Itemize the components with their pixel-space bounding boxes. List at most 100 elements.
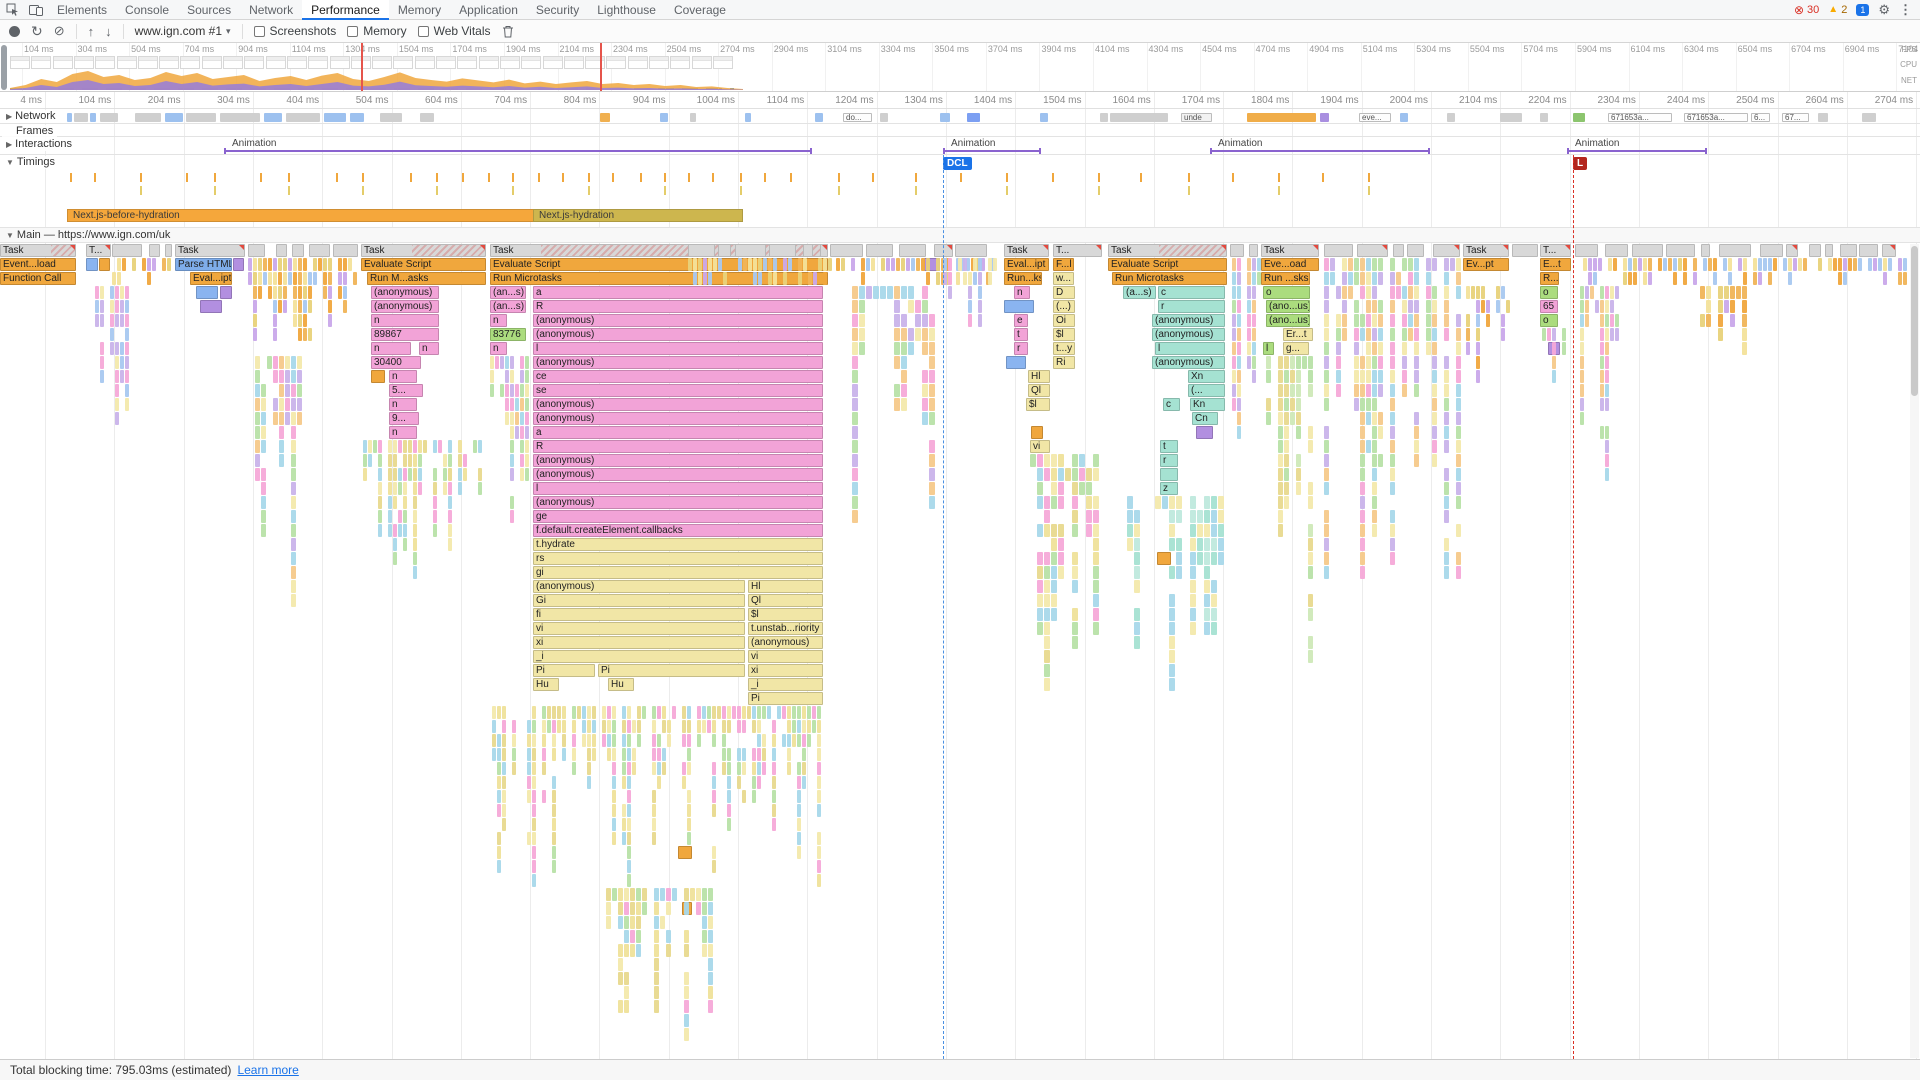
flame-strip[interactable] (261, 496, 266, 509)
flame-strip[interactable] (1583, 258, 1587, 271)
main-track-label[interactable]: ▼ Main — https://www.ign.com/uk (2, 229, 174, 242)
flame-strip[interactable] (1718, 314, 1723, 327)
flame-strip[interactable] (1354, 258, 1359, 271)
flame-strip[interactable] (836, 258, 840, 271)
flame-strip[interactable] (1402, 286, 1407, 299)
screenshot-thumbnail[interactable] (372, 56, 393, 69)
flame-strip[interactable] (1372, 300, 1377, 313)
flame-frame[interactable]: Task (1463, 244, 1509, 257)
flame-frame[interactable] (1882, 244, 1896, 257)
timing-tick[interactable] (1006, 186, 1008, 195)
flame-strip[interactable] (1643, 272, 1647, 285)
flame-strip[interactable] (1718, 328, 1723, 341)
flame-strip[interactable] (1758, 258, 1762, 271)
flame-frame[interactable]: Task (175, 244, 245, 257)
flame-strip[interactable] (1051, 524, 1057, 537)
flame-frame[interactable] (220, 286, 232, 299)
flame-strip[interactable] (378, 510, 382, 523)
flame-strip[interactable] (1051, 552, 1057, 565)
flame-strip[interactable] (1127, 524, 1133, 537)
flame-strip[interactable] (708, 916, 713, 929)
flame-strip[interactable] (120, 342, 124, 355)
flame-strip[interactable] (908, 328, 914, 341)
flame-strip[interactable] (1176, 496, 1182, 509)
flame-strip[interactable] (490, 356, 494, 369)
flame-strip[interactable] (110, 300, 114, 313)
flame-strip[interactable] (1030, 454, 1036, 467)
flame-strip[interactable] (1197, 552, 1203, 565)
flame-strip[interactable] (1308, 370, 1313, 383)
flame-strip[interactable] (1252, 356, 1256, 369)
flame-strip[interactable] (757, 720, 761, 733)
flame-strip[interactable] (1324, 314, 1329, 327)
flame-strip[interactable] (1284, 398, 1289, 411)
flame-strip[interactable] (1605, 454, 1609, 467)
flame-frame[interactable]: Eval...ipt (190, 272, 232, 285)
flame-strip[interactable] (802, 706, 806, 719)
flame-strip[interactable] (1044, 468, 1050, 481)
flame-strip[interactable] (110, 328, 114, 341)
flame-strip[interactable] (413, 440, 417, 453)
flame-strip[interactable] (1595, 300, 1599, 313)
flame-strip[interactable] (132, 258, 136, 271)
flame-strip[interactable] (95, 314, 99, 327)
flame-strip[interactable] (1372, 482, 1377, 495)
flame-strip[interactable] (908, 342, 914, 355)
flame-strip[interactable] (666, 888, 671, 901)
flame-strip[interactable] (587, 734, 591, 747)
flame-strip[interactable] (1444, 440, 1449, 453)
flame-strip[interactable] (255, 370, 260, 383)
screenshot-thumbnail[interactable] (95, 56, 116, 69)
flame-strip[interactable] (268, 258, 272, 271)
flame-strip[interactable] (520, 398, 524, 411)
flame-strip[interactable] (1706, 300, 1711, 313)
flame-strip[interactable] (120, 300, 124, 313)
flame-strip[interactable] (1134, 566, 1140, 579)
flame-strip[interactable] (968, 300, 972, 313)
flame-strip[interactable] (557, 720, 561, 733)
flame-strip[interactable] (273, 398, 278, 411)
flame-strip[interactable] (1372, 496, 1377, 509)
flame-strip[interactable] (757, 748, 761, 761)
flame-strip[interactable] (398, 440, 402, 453)
flame-strip[interactable] (582, 734, 586, 747)
flame-strip[interactable] (1086, 510, 1092, 523)
flame-strip[interactable] (1093, 496, 1099, 509)
flame-strip[interactable] (253, 328, 257, 341)
flame-strip[interactable] (1190, 552, 1196, 565)
flame-frame[interactable] (1157, 552, 1171, 565)
flame-frame[interactable]: (anonymous) (1152, 356, 1225, 369)
flame-strip[interactable] (110, 286, 114, 299)
screenshot-thumbnail[interactable] (286, 56, 307, 69)
flame-strip[interactable] (1037, 524, 1043, 537)
flame-strip[interactable] (1456, 412, 1461, 425)
flame-strip[interactable] (393, 538, 397, 551)
flame-strip[interactable] (880, 286, 886, 299)
flame-strip[interactable] (255, 398, 260, 411)
flame-strip[interactable] (328, 286, 332, 299)
flame-strip[interactable] (624, 888, 629, 901)
flame-strip[interactable] (1456, 566, 1461, 579)
network-request-bar[interactable] (815, 113, 823, 122)
flame-strip[interactable] (343, 286, 347, 299)
flame-strip[interactable] (1324, 538, 1329, 551)
flame-strip[interactable] (1051, 538, 1057, 551)
flame-strip[interactable] (737, 748, 741, 761)
flame-strip[interactable] (490, 384, 494, 397)
flame-strip[interactable] (142, 258, 146, 271)
flame-strip[interactable] (1211, 580, 1217, 593)
flame-strip[interactable] (1252, 328, 1256, 341)
flame-strip[interactable] (654, 972, 659, 985)
flame-strip[interactable] (1037, 594, 1043, 607)
flame-strip[interactable] (273, 300, 277, 313)
flame-strip[interactable] (1426, 258, 1431, 271)
screenshot-thumbnail[interactable] (180, 56, 201, 69)
flame-strip[interactable] (255, 468, 260, 481)
flame-strip[interactable] (1471, 286, 1475, 299)
flame-strip[interactable] (894, 342, 900, 355)
flame-strip[interactable] (703, 258, 707, 271)
flame-strip[interactable] (1390, 286, 1395, 299)
flame-frame[interactable]: Eve...oad (1261, 258, 1319, 271)
flame-strip[interactable] (1408, 328, 1413, 341)
flame-strip[interactable] (527, 762, 531, 775)
